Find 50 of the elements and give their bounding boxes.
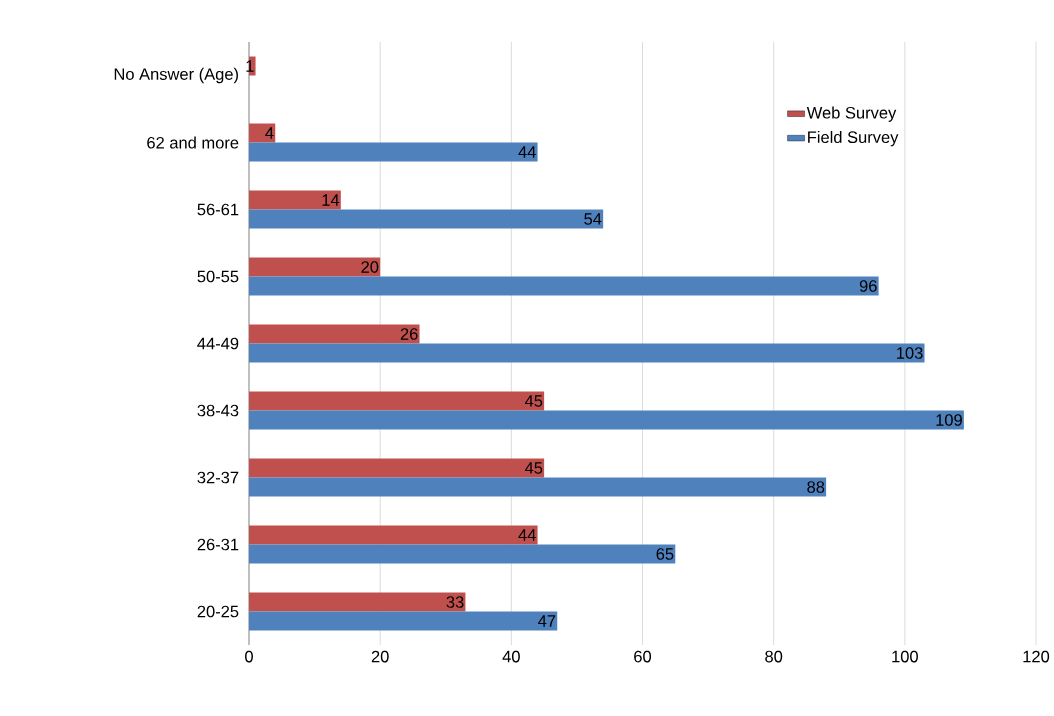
data-label: 4 — [265, 127, 274, 139]
y-tick-label: 56-61 — [197, 203, 239, 216]
x-tick-label: 80 — [765, 650, 783, 663]
bar — [249, 343, 925, 363]
bar — [249, 190, 341, 210]
bar — [249, 544, 676, 564]
y-tick-label: 32-37 — [197, 471, 239, 484]
y-tick-label: 20-25 — [197, 605, 239, 618]
data-label: 45 — [524, 395, 543, 407]
bar — [249, 525, 538, 545]
bar — [249, 324, 420, 344]
x-tick-label: 120 — [1023, 650, 1050, 663]
bar — [249, 257, 381, 277]
data-label: 44 — [518, 529, 536, 541]
bar — [249, 209, 604, 229]
y-tick-label: 62 and more — [147, 136, 239, 149]
x-tick-label: 60 — [634, 650, 652, 663]
x-tick-label: 0 — [245, 650, 253, 663]
data-label: 44 — [518, 146, 536, 158]
bar — [249, 477, 827, 497]
data-label: 45 — [524, 462, 543, 474]
bar — [249, 142, 538, 162]
data-label: 96 — [859, 280, 877, 292]
bar — [249, 276, 879, 296]
y-tick-label: No Answer (Age) — [114, 67, 238, 84]
x-tick-label: 100 — [892, 650, 918, 663]
data-label: 20 — [361, 261, 379, 273]
bar — [249, 611, 558, 631]
y-tick-label: 44-49 — [197, 337, 239, 350]
data-label: 109 — [936, 414, 962, 426]
data-label: 88 — [807, 481, 825, 493]
bar — [249, 458, 545, 478]
legend-label: Web Survey — [806, 106, 897, 122]
data-label: 26 — [400, 328, 418, 340]
legend-label: Field Survey — [808, 130, 899, 147]
y-tick-label: 50-55 — [197, 270, 239, 283]
bar — [249, 410, 964, 430]
x-tick-label: 20 — [371, 650, 389, 663]
bar — [249, 391, 545, 411]
bar — [249, 123, 276, 143]
data-label: 14 — [322, 194, 340, 206]
y-tick-label: 38-43 — [197, 404, 239, 417]
y-tick-label: 26-31 — [197, 538, 239, 551]
data-label: 47 — [538, 615, 556, 627]
data-label: 103 — [897, 347, 923, 359]
data-label: 33 — [446, 596, 464, 608]
data-label: 65 — [656, 548, 674, 560]
x-tick-label: 40 — [502, 650, 520, 663]
data-label: 54 — [584, 213, 602, 225]
bar — [249, 592, 466, 612]
